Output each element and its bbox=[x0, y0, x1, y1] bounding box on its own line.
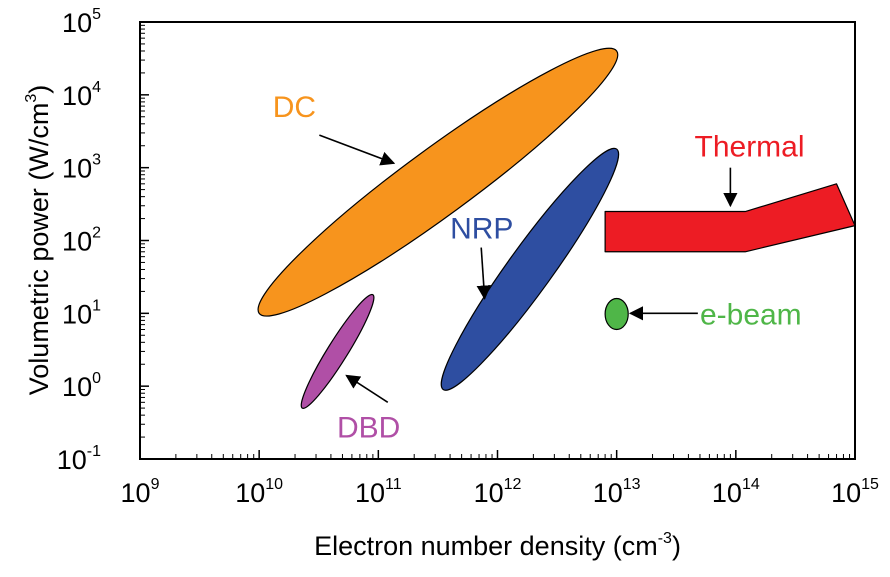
arrow-dc bbox=[319, 134, 396, 166]
region-label-dbd: DBD bbox=[337, 411, 400, 444]
region-label-nrp: NRP bbox=[450, 213, 513, 246]
region-labels-layer: DC NRP DBD Thermal e-beam bbox=[273, 91, 805, 444]
region-label-e-beam: e-beam bbox=[700, 298, 802, 331]
y-tick-label: 103 bbox=[62, 152, 101, 184]
region-nrp bbox=[440, 147, 620, 391]
x-tick-label: 1013 bbox=[593, 476, 641, 508]
x-tick-label: 1012 bbox=[474, 476, 522, 508]
region-dc bbox=[257, 47, 619, 317]
y-tick-label: 101 bbox=[62, 297, 101, 329]
x-tick-label: 1011 bbox=[355, 476, 402, 508]
arrow-nrp bbox=[476, 247, 491, 300]
region-dbd bbox=[300, 293, 375, 409]
y-tick-label: 10-1 bbox=[57, 443, 101, 475]
ticks-layer bbox=[139, 21, 856, 460]
x-tick-label: 1014 bbox=[712, 476, 760, 508]
y-tick-label: 102 bbox=[62, 225, 101, 257]
region-label-thermal: Thermal bbox=[695, 131, 805, 164]
x-tick-label: 1010 bbox=[235, 476, 283, 508]
regions-layer bbox=[257, 47, 856, 409]
arrow-dbd bbox=[345, 374, 389, 403]
y-tick-label: 100 bbox=[62, 370, 101, 402]
tick-labels-layer: 109 1010 1011 1012 1013 1014 1015 10-1 100 101 102… bbox=[57, 6, 879, 508]
region-e-beam bbox=[604, 297, 629, 331]
region-label-dc: DC bbox=[273, 91, 316, 124]
region-thermal bbox=[604, 183, 856, 253]
x-tick-label: 1015 bbox=[831, 476, 879, 508]
y-tick-label: 104 bbox=[62, 79, 101, 111]
x-axis-title: Electron number density (cm-3) bbox=[314, 530, 681, 561]
y-axis-title: Volumetric power (W/cm3) bbox=[23, 85, 54, 395]
x-tick-label: 109 bbox=[121, 476, 160, 508]
y-tick-label: 105 bbox=[62, 6, 101, 38]
